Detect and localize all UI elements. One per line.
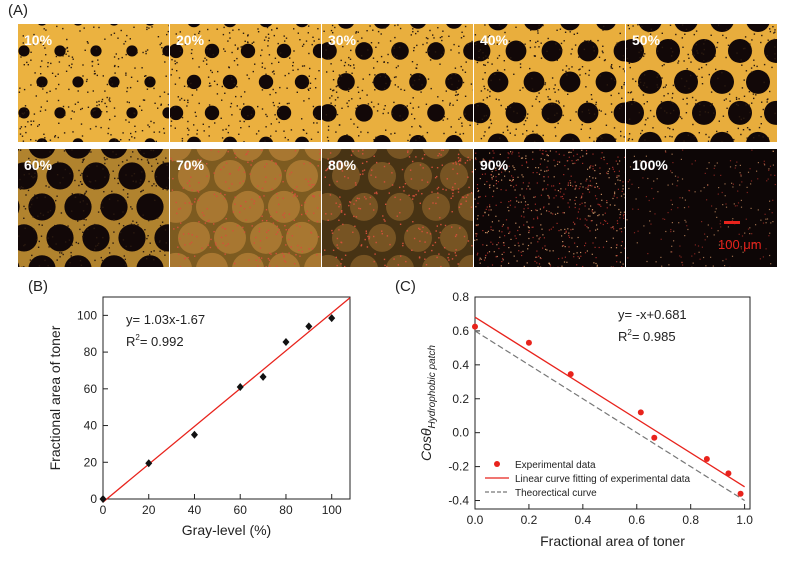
y-tick-label: 0 [90,492,97,506]
r-squared: R2= 0.985 [618,328,676,344]
micrograph-tile: 70% [170,149,321,267]
x-tick-label: 1.0 [736,513,753,527]
x-axis-label: Fractional area of toner [540,533,685,549]
micrograph-tile: 80% [322,149,473,267]
y-tick-label: -0.2 [448,460,469,474]
data-point [567,371,574,378]
y-tick-label: 100 [77,308,97,322]
data-point [236,382,244,391]
y-tick-label: 80 [84,345,98,359]
y-tick-label: 0.0 [452,426,469,440]
r-squared: R2= 0.992 [126,333,184,349]
micrograph-image [626,24,777,142]
x-axis-label: Gray-level (%) [182,522,271,538]
x-tick-label: 60 [234,503,248,517]
y-tick-label: 0.2 [452,392,469,406]
micrograph-image [170,24,321,142]
y-tick-label: 0.6 [452,324,469,338]
data-point [259,372,267,381]
tile-percent-label: 10% [24,32,53,48]
y-axis-label: CosθHydrophobic patch [418,345,438,461]
micrograph-tile: 100% 100 μm [626,149,777,267]
data-point [99,495,107,503]
tile-percent-label: 90% [480,157,509,173]
data-point [305,322,313,331]
scale-bar-label: 100 μm [718,237,762,252]
tile-percent-label: 100% [632,157,668,173]
y-tick-label: 20 [84,455,98,469]
legend-marker-experimental [494,461,500,467]
x-tick-label: 80 [279,503,293,517]
legend-label-fit: Linear curve fitting of experimental dat… [515,474,691,485]
panel-b-label: (B) [28,278,48,295]
data-point [703,455,710,462]
tile-percent-label: 60% [24,157,53,173]
data-point [725,470,732,477]
plot-frame [102,296,351,500]
fit-equation: y= 1.03x-1.67 [126,312,205,327]
y-tick-label: -0.4 [448,494,469,508]
tile-percent-label: 30% [328,32,357,48]
y-axis-label: Fractional area of toner [47,325,63,470]
tile-percent-label: 40% [480,32,509,48]
fit-line [102,297,351,503]
theoretical-curve [474,330,745,502]
micrograph-image [170,149,321,267]
legend-label-theory: Theorectical curve [515,488,597,499]
micrograph-image [626,149,777,267]
micrograph-tile: 60% [18,149,169,267]
y-tick-label: 0.8 [452,290,469,304]
micrograph-grid: 10% 20% 30% 40% 50% 60% 70% 80% 90% 100% 100 μm [18,24,778,267]
micrograph-image [474,149,625,267]
micrograph-image [322,24,473,142]
y-tick-label: 60 [84,382,98,396]
tile-percent-label: 70% [176,157,205,173]
micrograph-image [18,24,169,142]
data-point [190,430,198,439]
micrograph-image [474,24,625,142]
y-tick-label: 40 [84,419,98,433]
data-point [282,337,290,346]
x-tick-label: 100 [322,503,342,517]
data-point [637,409,644,416]
micrograph-tile: 40% [474,24,625,142]
legend-label-experimental: Experimental data [515,460,596,471]
tile-percent-label: 80% [328,157,357,173]
x-tick-label: 0.6 [628,513,645,527]
data-point [525,339,532,346]
micrograph-tile: 30% [322,24,473,142]
y-tick-label: 0.4 [452,358,469,372]
micrograph-image [18,149,169,267]
x-tick-label: 20 [142,503,156,517]
micrograph-tile: 10% [18,24,169,142]
data-point [328,314,336,323]
x-tick-label: 0.0 [467,513,484,527]
micrograph-tile: 90% [474,149,625,267]
scale-bar: 100 μm [718,221,762,252]
data-point [472,323,478,330]
micrograph-tile: 50% [626,24,777,142]
data-point [145,459,153,468]
chart-c-cos-theta-vs-fractional-area: 0.0 0.2 0.4 0.6 0.8 1.0 -0.4 -0.2 0.0 0.2 0.4 0.6 0.… [418,290,753,549]
chart-b-fractional-area-vs-gray-level: 0 20 40 60 80 100 0 20 40 60 80 100 y= 1.03x-1.67 R2=… [47,296,351,538]
panel-a-label: (A) [8,2,28,19]
x-tick-label: 0.4 [574,513,591,527]
data-point [737,490,744,497]
micrograph-image [322,149,473,267]
fit-line [474,316,745,488]
data-point [651,434,658,441]
tile-percent-label: 20% [176,32,205,48]
plot-frame [474,296,751,510]
fit-equation: y= -x+0.681 [618,307,687,322]
x-tick-label: 0.2 [521,513,538,527]
micrograph-tile: 20% [170,24,321,142]
panel-c-label: (C) [395,278,416,295]
tile-percent-label: 50% [632,32,661,48]
x-tick-label: 40 [188,503,202,517]
x-tick-label: 0.8 [682,513,699,527]
x-tick-label: 0 [100,503,107,517]
